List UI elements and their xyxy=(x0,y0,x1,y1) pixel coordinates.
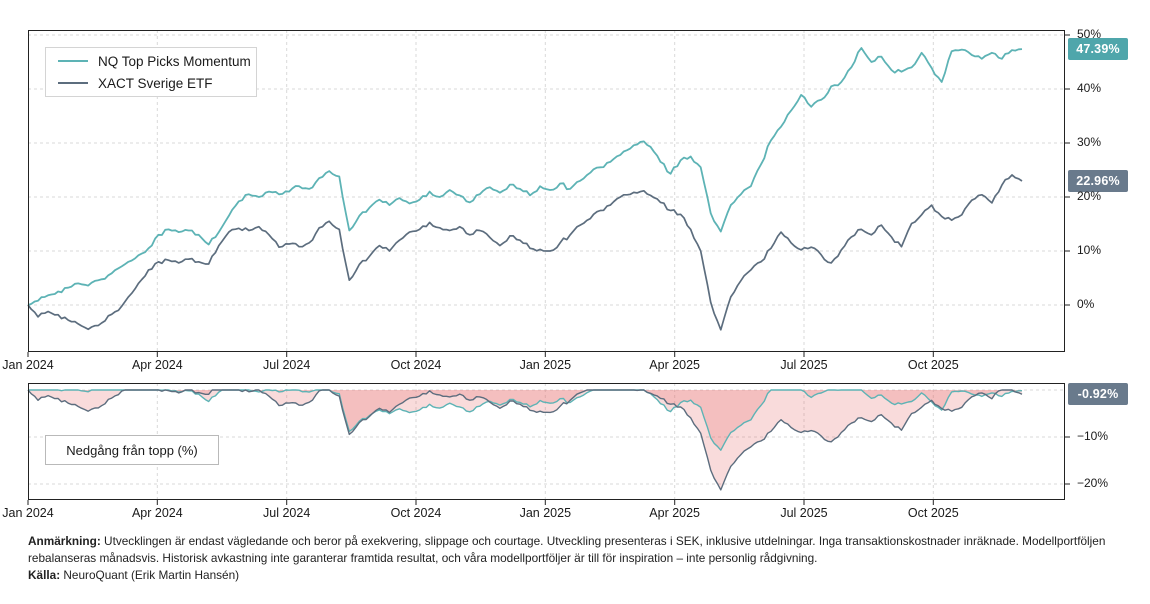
y-tick-label-drawdown: −10% xyxy=(1077,429,1109,443)
x-tick-label-main: Apr 2024 xyxy=(131,358,183,372)
disclaimer-text: Utvecklingen är endast vägledande och be… xyxy=(28,534,1106,566)
y-tick-label-main: 0% xyxy=(1077,297,1095,311)
y-tick-label-drawdown: −20% xyxy=(1077,476,1109,490)
y-tick-label-main: 40% xyxy=(1077,81,1102,95)
y-tick-label-main: 30% xyxy=(1077,135,1102,149)
legend-label-xact: XACT Sverige ETF xyxy=(98,75,213,91)
disclaimer-label: Anmärkning: xyxy=(28,534,101,548)
source-note: Källa: NeuroQuant (Erik Martin Hansén) xyxy=(28,568,1132,582)
source-label: Källa: xyxy=(28,568,61,582)
xact-end-value-badge: 22.96% xyxy=(1068,170,1128,193)
legend-label-nq: NQ Top Picks Momentum xyxy=(98,53,251,69)
legend: NQ Top Picks Momentum XACT Sverige ETF xyxy=(45,47,257,97)
drawdown-title-box: Nedgång från topp (%) xyxy=(45,435,219,465)
x-tick-label-main: Jan 2024 xyxy=(2,358,54,372)
main-return-chart xyxy=(27,30,1070,357)
y-tick-label-main: 10% xyxy=(1077,243,1102,257)
y-tick-label-main: 50% xyxy=(1077,27,1102,41)
nq-line-swatch-icon xyxy=(58,60,88,62)
x-tick-label-main: Jul 2024 xyxy=(263,358,311,372)
legend-item-nq: NQ Top Picks Momentum xyxy=(58,52,256,70)
source-text: NeuroQuant (Erik Martin Hansén) xyxy=(60,568,240,582)
disclaimer-note: Anmärkning: Utvecklingen är endast vägle… xyxy=(28,533,1132,567)
x-tick-label-drawdown: Jan 2025 xyxy=(519,506,572,520)
x-tick-label-drawdown: Jan 2024 xyxy=(2,506,54,520)
nq-end-value-badge: 47.39% xyxy=(1068,38,1128,61)
x-tick-label-drawdown: Jul 2025 xyxy=(780,506,828,520)
x-tick-label-main: Apr 2025 xyxy=(649,358,701,372)
x-tick-label-drawdown: Apr 2024 xyxy=(131,506,183,520)
drawdown-end-value-badge: -0.92% xyxy=(1068,383,1128,406)
xact-line-swatch-icon xyxy=(58,82,88,84)
x-tick-label-drawdown: Apr 2025 xyxy=(649,506,701,520)
legend-item-xact: XACT Sverige ETF xyxy=(58,74,256,92)
x-tick-label-main: Oct 2024 xyxy=(390,358,442,372)
x-tick-label-drawdown: Oct 2025 xyxy=(907,506,959,520)
x-tick-label-main: Oct 2025 xyxy=(907,358,959,372)
x-tick-label-main: Jan 2025 xyxy=(519,358,572,372)
x-tick-label-main: Jul 2025 xyxy=(780,358,828,372)
x-tick-label-drawdown: Jul 2024 xyxy=(263,506,311,520)
y-tick-label-main: 20% xyxy=(1077,189,1102,203)
x-tick-label-drawdown: Oct 2024 xyxy=(390,506,442,520)
drawdown-chart xyxy=(27,383,1070,505)
